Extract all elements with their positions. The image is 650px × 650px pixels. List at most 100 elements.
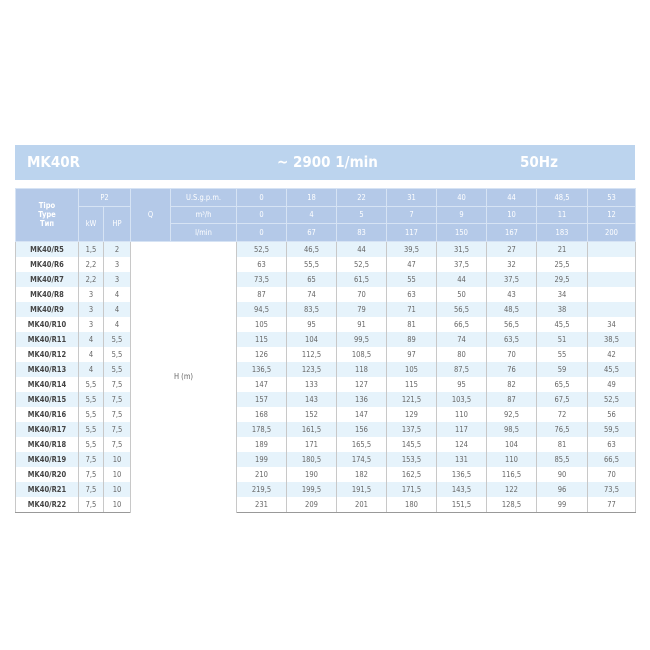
flow-usgpm-value: 40 [436,188,487,207]
head-value: 63 [236,256,287,272]
pump-type: MK40/R9 [15,301,79,317]
power-hp: 4 [103,286,131,302]
power-kw: 3 [78,286,104,302]
head-value: 128,5 [486,496,537,513]
head-value: 122 [486,481,537,497]
table-row: MK40/R7 2,2 3 73,5 65 61,5 55 44 37,5 29,5 [15,271,636,287]
hp-header: HP [103,205,131,242]
head-value: 136 [336,391,387,407]
table-row: MK40/R10 3 4 105 95 91 81 66,5 56,5 45,5 34 [15,316,636,332]
flow-m3h-value: 12 [587,205,636,224]
head-value: 56,5 [486,316,537,332]
head-value: 39,5 [386,241,437,257]
power-hp: 2 [103,241,131,257]
head-value: 31,5 [436,241,487,257]
head-value: 47 [386,256,437,272]
table-row: MK40/R15 5,5 7,5 157 143 136 121,5 103,5 87 67,5 5… [15,391,636,407]
flow-usgpm-value: 48,5 [536,188,588,207]
table-row: MK40/R8 3 4 87 74 70 63 50 43 34 [15,286,636,302]
head-value: 178,5 [236,421,287,437]
head-value: 70 [587,466,636,482]
head-value: 210 [236,466,287,482]
head-value: 82 [486,376,537,392]
head-value: 174,5 [336,451,387,467]
head-value: 85,5 [536,451,588,467]
head-value: 59,5 [587,421,636,437]
head-value: 95 [286,316,337,332]
power-hp: 5,5 [103,361,131,377]
head-value: 99,5 [336,331,387,347]
flow-lmin-value: 83 [336,223,387,242]
flow-usgpm-value: 0 [236,188,287,207]
pump-type: MK40/R18 [15,436,79,452]
type-header: Tipo Type Тип [15,188,79,242]
head-value: 95 [436,376,487,392]
head-value: 99 [536,496,588,513]
head-value: 189 [236,436,287,452]
head-value [587,271,636,287]
head-value: 27 [486,241,537,257]
head-value: 116,5 [486,466,537,482]
power-hp: 5,5 [103,331,131,347]
head-value: 182 [336,466,387,482]
head-value [587,301,636,317]
head-value: 143 [286,391,337,407]
head-value: 80 [436,346,487,362]
head-value: 129 [386,406,437,422]
pump-type: MK40/R5 [15,241,79,257]
head-value: 94,5 [236,301,287,317]
flow-lmin-value: 167 [486,223,537,242]
pump-type: MK40/R16 [15,406,79,422]
head-value: 45,5 [536,316,588,332]
flow-lmin-value: 117 [386,223,437,242]
flow-usgpm-value: 31 [386,188,437,207]
power-kw: 5,5 [78,391,104,407]
head-value: 151,5 [436,496,487,513]
head-value: 63 [587,436,636,452]
head-value: 115 [236,331,287,347]
power-hp: 5,5 [103,346,131,362]
power-hp: 3 [103,271,131,287]
head-value: 72 [536,406,588,422]
head-value: 209 [286,496,337,513]
head-value: 70 [486,346,537,362]
head-value: 104 [286,331,337,347]
head-value: 147 [336,406,387,422]
pump-type: MK40/R14 [15,376,79,392]
power-kw: 7,5 [78,451,104,467]
power-kw: 4 [78,361,104,377]
head-value: 87,5 [436,361,487,377]
flow-lmin-value: 200 [587,223,636,242]
head-value: 44 [436,271,487,287]
head-value: 110 [486,451,537,467]
head-value: 77 [587,496,636,513]
flow-usgpm-value: 22 [336,188,387,207]
head-value: 32 [486,256,537,272]
pump-type: MK40/R19 [15,451,79,467]
head-value: 145,5 [386,436,437,452]
power-hp: 7,5 [103,421,131,437]
power-hp: 10 [103,451,131,467]
head-value: 156 [336,421,387,437]
head-value: 73,5 [236,271,287,287]
head-value: 45,5 [587,361,636,377]
head-value: 73,5 [587,481,636,497]
head-value: 37,5 [486,271,537,287]
flow-m3h-value: 5 [336,205,387,224]
power-hp: 4 [103,316,131,332]
head-value: 79 [336,301,387,317]
head-value: 76,5 [536,421,588,437]
head-value: 96 [536,481,588,497]
head-value: 87 [486,391,537,407]
head-value: 76 [486,361,537,377]
head-label: H (m) [130,241,237,512]
head-value: 90 [536,466,588,482]
flow-lmin-value: 67 [286,223,337,242]
head-value [587,286,636,302]
head-value [587,256,636,272]
head-value: 91 [336,316,387,332]
head-value: 52,5 [587,391,636,407]
pump-type: MK40/R17 [15,421,79,437]
q-header: Q [130,188,171,242]
power-kw: 5,5 [78,406,104,422]
